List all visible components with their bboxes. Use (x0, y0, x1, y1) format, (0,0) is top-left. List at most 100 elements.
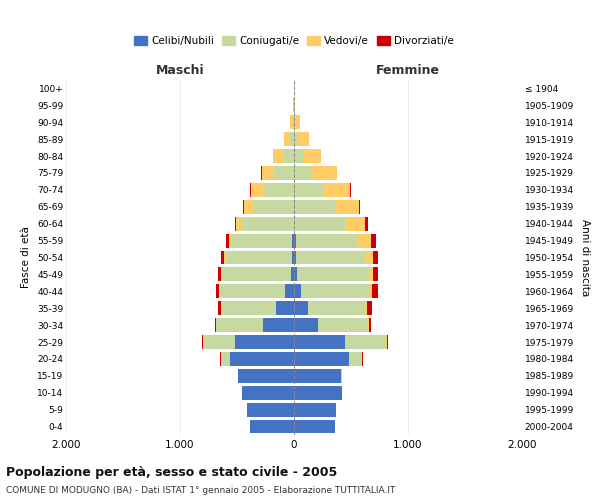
Bar (386, 335, 388, 349)
Bar (226, 234, 229, 247)
Bar (303, 149, 322, 163)
Bar (294, 200, 335, 213)
Bar (370, 284, 372, 298)
Bar (373, 250, 379, 264)
Text: COMUNE DI MODUGNO (BA) - Dati ISTAT 1° gennaio 2005 - Elaborazione TUTTITALIA.IT: COMUNE DI MODUGNO (BA) - Dati ISTAT 1° g… (6, 486, 395, 495)
Bar (236, 217, 242, 230)
Bar (294, 149, 303, 163)
Bar (294, 318, 318, 332)
Bar (294, 132, 298, 146)
Bar (294, 302, 308, 315)
Bar (294, 420, 335, 434)
Bar (368, 318, 371, 332)
Bar (298, 132, 309, 146)
Bar (294, 369, 341, 383)
Bar (359, 200, 361, 213)
Bar (290, 268, 294, 281)
Bar (341, 369, 342, 383)
Bar (301, 284, 370, 298)
Bar (294, 234, 296, 247)
Bar (308, 302, 366, 315)
Text: Popolazione per età, sesso e stato civile - 2005: Popolazione per età, sesso e stato civil… (6, 466, 337, 479)
Bar (216, 284, 220, 298)
Bar (238, 369, 294, 383)
Bar (373, 268, 379, 281)
Bar (276, 302, 294, 315)
Bar (366, 250, 373, 264)
Bar (263, 318, 294, 332)
Bar (294, 217, 346, 230)
Text: Maschi: Maschi (155, 64, 205, 76)
Bar (294, 250, 296, 264)
Bar (251, 183, 263, 197)
Bar (242, 386, 294, 400)
Bar (335, 200, 359, 213)
Bar (202, 335, 203, 349)
Bar (368, 268, 373, 281)
Bar (221, 302, 276, 315)
Bar (372, 284, 378, 298)
Bar (366, 302, 367, 315)
Bar (294, 284, 301, 298)
Bar (294, 352, 349, 366)
Bar (293, 116, 294, 129)
Bar (323, 183, 350, 197)
Bar (292, 250, 294, 264)
Bar (294, 166, 311, 180)
Bar (230, 352, 294, 366)
Bar (367, 302, 372, 315)
Bar (294, 183, 323, 197)
Bar (294, 116, 295, 129)
Bar (290, 116, 293, 129)
Bar (295, 116, 300, 129)
Bar (218, 268, 221, 281)
Y-axis label: Fasce di età: Fasce di età (22, 226, 31, 288)
Bar (350, 183, 351, 197)
Bar (349, 352, 361, 366)
Bar (318, 318, 368, 332)
Bar (235, 335, 294, 349)
Bar (294, 335, 346, 349)
Bar (226, 250, 292, 264)
Bar (294, 402, 336, 416)
Bar (285, 284, 294, 298)
Bar (221, 268, 222, 281)
Bar (297, 268, 368, 281)
Bar (365, 217, 368, 230)
Bar (235, 217, 236, 230)
Bar (346, 217, 365, 230)
Bar (294, 386, 342, 400)
Bar (247, 402, 294, 416)
Bar (217, 318, 263, 332)
Bar (284, 132, 289, 146)
Bar (358, 234, 371, 247)
Bar (296, 250, 366, 264)
Bar (371, 234, 376, 247)
Bar (224, 250, 226, 264)
Bar (292, 234, 294, 247)
Bar (262, 166, 274, 180)
Bar (311, 166, 337, 180)
Bar (242, 217, 294, 230)
Bar (273, 149, 283, 163)
Bar (250, 420, 294, 434)
Bar (232, 234, 292, 247)
Bar (283, 149, 294, 163)
Bar (289, 132, 294, 146)
Bar (221, 352, 230, 366)
Bar (215, 318, 216, 332)
Text: Femmine: Femmine (376, 64, 440, 76)
Bar (229, 234, 232, 247)
Bar (253, 200, 294, 213)
Bar (222, 268, 290, 281)
Bar (296, 234, 358, 247)
Bar (218, 302, 221, 315)
Bar (294, 268, 297, 281)
Bar (263, 183, 294, 197)
Bar (220, 284, 285, 298)
Bar (221, 250, 224, 264)
Bar (244, 200, 253, 213)
Legend: Celibi/Nubili, Coniugati/e, Vedovi/e, Divorziati/e: Celibi/Nubili, Coniugati/e, Vedovi/e, Di… (130, 32, 458, 50)
Bar (274, 166, 294, 180)
Bar (203, 335, 235, 349)
